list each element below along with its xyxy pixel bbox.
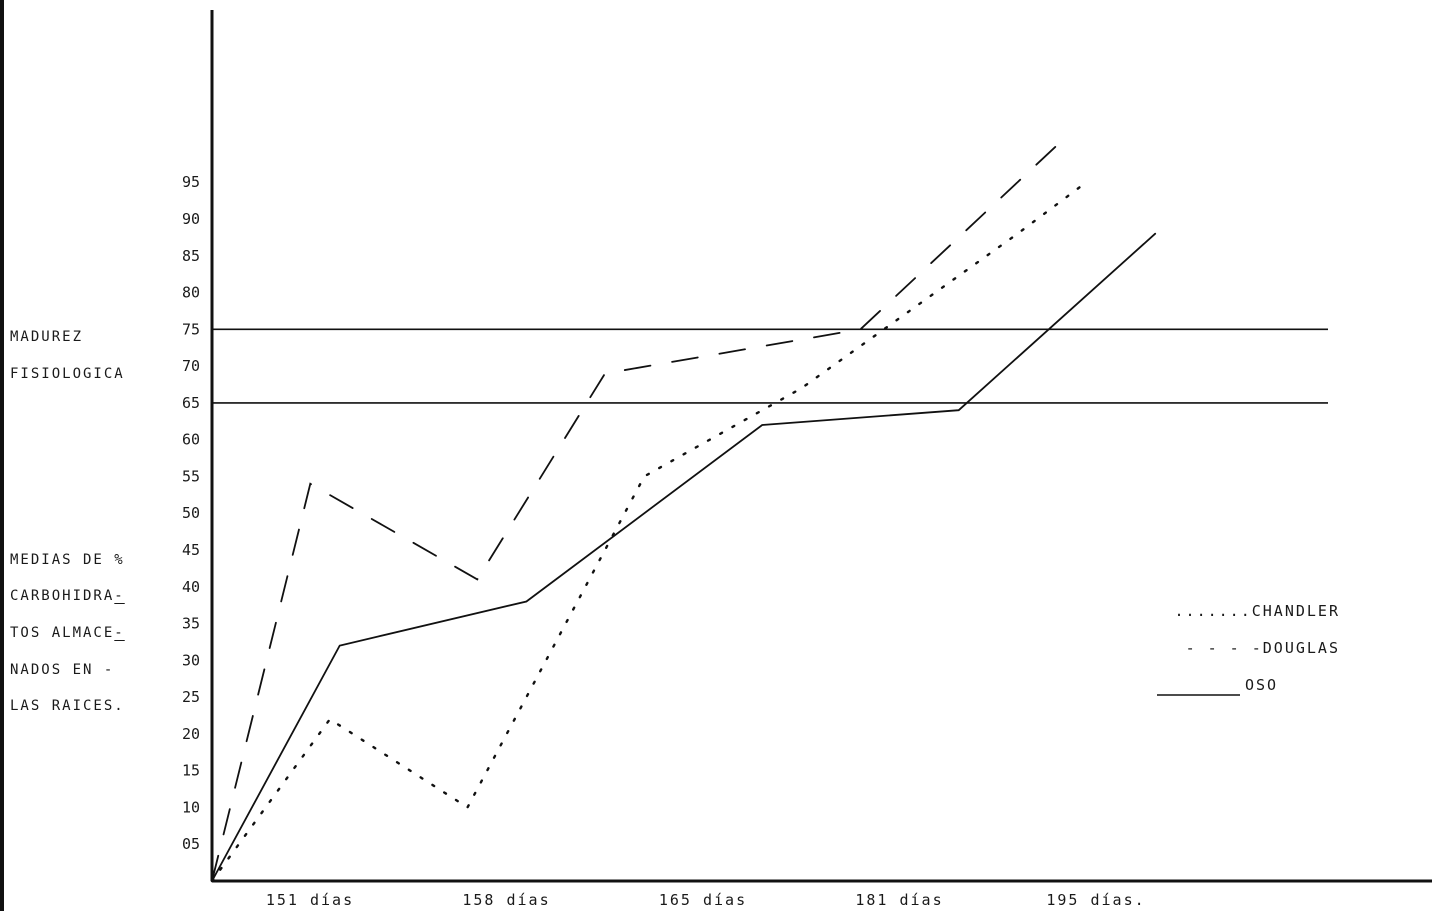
y-axis-title-text: NADOS EN - bbox=[10, 662, 115, 678]
series-line-chandler bbox=[210, 180, 1088, 883]
madurez-label: MADUREZ bbox=[10, 329, 84, 345]
y-tick-label: 55 bbox=[182, 467, 200, 485]
y-axis-title-line-2: CARBOHIDRA- bbox=[10, 587, 125, 605]
y-tick-label: 05 bbox=[182, 835, 200, 853]
fisiologica-label: FISIOLOGICA bbox=[10, 366, 125, 382]
y-axis-title-text: TOS ALMACE bbox=[10, 625, 115, 641]
series-line-oso bbox=[211, 232, 1157, 882]
y-axis-title-underline: - bbox=[114, 588, 125, 604]
y-tick-label: 65 bbox=[182, 394, 200, 412]
y-tick-label: 85 bbox=[182, 247, 200, 265]
page-left-border bbox=[0, 0, 4, 911]
series-line-douglas bbox=[211, 144, 1058, 882]
y-axis-title-line-5: LAS RAICES. bbox=[10, 697, 125, 715]
y-axis-title-text: MEDIAS DE % bbox=[10, 552, 125, 568]
y-tick-label: 30 bbox=[182, 651, 200, 669]
y-axis-title-underline: - bbox=[114, 625, 125, 641]
x-tick-label: 151 días bbox=[266, 891, 354, 909]
x-tick-label: 195 días. bbox=[1046, 891, 1145, 909]
legend-entry: - - - -DOUGLAS bbox=[1186, 639, 1340, 657]
legend-entry: OSO bbox=[1245, 676, 1278, 694]
y-tick-label: 90 bbox=[182, 210, 200, 228]
y-tick-label: 35 bbox=[182, 615, 200, 633]
y-axis-title-text: LAS RAICES. bbox=[10, 698, 125, 714]
y-axis-title-text: CARBOHIDRA bbox=[10, 588, 115, 604]
y-tick-label: 20 bbox=[182, 725, 200, 743]
x-tick-label: 181 días bbox=[855, 891, 943, 909]
y-axis-title-line-1: MEDIAS DE % bbox=[10, 551, 125, 569]
y-axis-title-line-4: NADOS EN - bbox=[10, 661, 114, 679]
y-axis-title-line-3: TOS ALMACE- bbox=[10, 624, 125, 642]
y-tick-label: 25 bbox=[182, 688, 200, 706]
x-tick-label: 158 días bbox=[462, 891, 550, 909]
y-tick-label: 70 bbox=[182, 357, 200, 375]
legend-entry: .......CHANDLER bbox=[1175, 602, 1340, 620]
y-tick-label: 45 bbox=[182, 541, 200, 559]
y-tick-label: 40 bbox=[182, 578, 200, 596]
y-tick-label: 60 bbox=[182, 431, 200, 449]
y-tick-label: 15 bbox=[182, 762, 200, 780]
y-tick-label: 80 bbox=[182, 284, 200, 302]
y-tick-label: 10 bbox=[182, 798, 200, 816]
y-tick-label: 95 bbox=[182, 173, 200, 191]
y-tick-label: 50 bbox=[182, 504, 200, 522]
y-tick-label: 75 bbox=[182, 320, 200, 338]
x-tick-label: 165 días bbox=[659, 891, 747, 909]
